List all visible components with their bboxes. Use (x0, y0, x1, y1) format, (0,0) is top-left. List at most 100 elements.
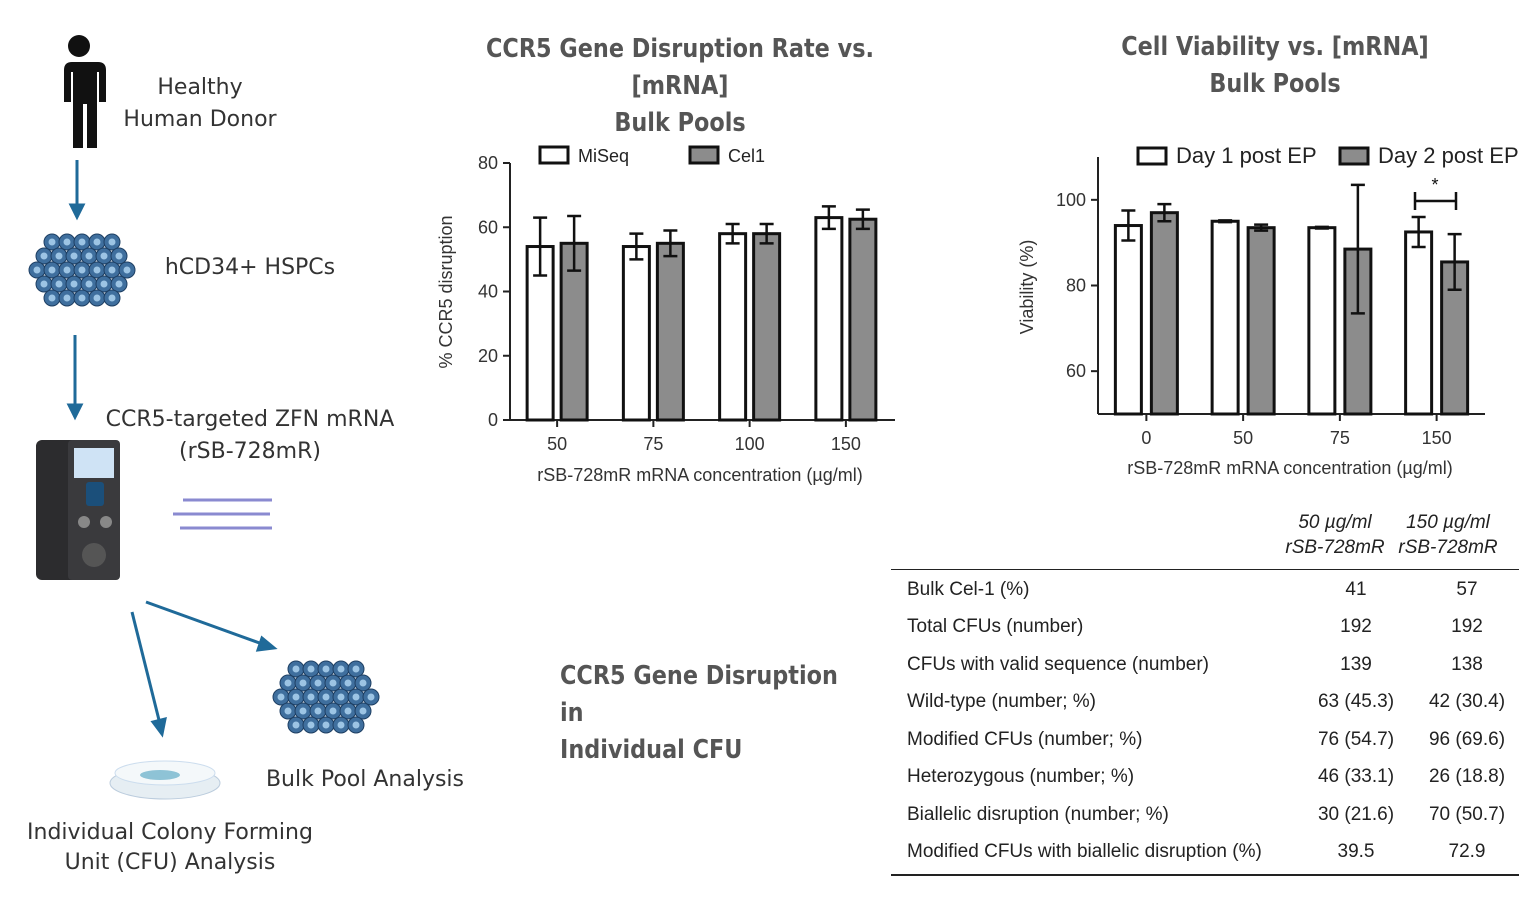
table-cell-label: CFUs with valid sequence (number) (907, 653, 1210, 675)
error-bar (629, 232, 644, 261)
cell-cluster-icon (272, 660, 380, 734)
bar (1210, 219, 1240, 416)
table-cell-label: Biallelic disruption (number; %) (907, 803, 1169, 825)
x-tick-label: 150 (831, 434, 861, 454)
x-tick-label: 75 (1330, 428, 1350, 448)
bulk-label: Bulk Pool Analysis (265, 767, 465, 792)
x-tick-label: 100 (735, 434, 765, 454)
table-row: Heterozygous (number; %) 46 (33.1) 26 (18.… (891, 759, 1519, 797)
x-tick-label: 50 (1233, 428, 1253, 448)
arrows (66, 160, 278, 738)
mrna-label: CCR5-targeted ZFN mRNA (rSB-728mR) (105, 407, 395, 464)
table-cell-a: 41 (1345, 578, 1367, 600)
legend-swatch (538, 145, 570, 165)
y-tick-label: 80 (478, 153, 498, 173)
person-icon (60, 35, 106, 148)
legend-swatch (1136, 146, 1168, 166)
chart2-ylabel: Viability (%) (1017, 240, 1037, 335)
donor-label: Healthy Human Donor (123, 75, 277, 132)
legend-label: MiSeq (578, 146, 629, 166)
petri-dish-icon (109, 760, 221, 800)
x-tick-label: 150 (1422, 428, 1452, 448)
table-cell-b: 42 (30.4) (1428, 691, 1506, 713)
y-tick-label: 0 (488, 410, 498, 430)
legend-swatch (688, 145, 720, 165)
table-cell-label: Modified CFUs (number; %) (907, 728, 1143, 750)
table-cell-a: 39.5 (1337, 841, 1375, 863)
y-tick-label: 80 (1066, 276, 1086, 296)
significance-star: * (1431, 175, 1438, 195)
table-cell-b: 138 (1451, 653, 1483, 675)
error-bar (1157, 202, 1172, 223)
table-cell-a: 139 (1340, 653, 1372, 675)
table-cell-a: 192 (1340, 616, 1372, 638)
bar (1404, 230, 1434, 416)
x-tick-label: 50 (547, 434, 567, 454)
error-bar (855, 208, 870, 231)
error-bar (533, 216, 548, 277)
table-row: CFUs with valid sequence (number) 139 138 (891, 646, 1519, 684)
bar (1246, 226, 1276, 416)
table-cell-b: 96 (69.6) (1428, 728, 1506, 750)
table-row: Wild-type (number; %) 63 (45.3) 42 (30.4) (891, 684, 1519, 722)
y-tick-label: 100 (1056, 190, 1086, 210)
table-cell-label: Wild-type (number; %) (907, 691, 1096, 713)
bar (1307, 226, 1337, 416)
error-bar (1350, 183, 1365, 315)
bar (718, 232, 748, 422)
cfu-table-title: CCR5 Gene Disruption in Individual CFU (560, 661, 838, 765)
table-header-150: 150 µg/ml rSB-728mR (1398, 512, 1498, 558)
x-tick-label: 75 (643, 434, 663, 454)
error-bar (663, 229, 678, 258)
bar (559, 241, 589, 422)
significance-bracket (1413, 192, 1458, 210)
cfu-label: Individual Colony Forming Unit (CFU) Ana… (27, 820, 313, 875)
table-cell-a: 76 (54.7) (1317, 728, 1395, 750)
electroporation-device-icon (36, 440, 120, 580)
error-bar (1121, 209, 1136, 242)
table-cell-a: 30 (21.6) (1317, 803, 1395, 825)
error-bar (821, 205, 836, 231)
error-bar (759, 222, 774, 245)
chart2-xlabel: rSB-728mR mRNA concentration (µg/ml) (1127, 458, 1452, 478)
chart1-xlabel: rSB-728mR mRNA concentration (µg/ml) (537, 465, 862, 485)
legend-swatch (1338, 146, 1370, 166)
x-tick-label: 0 (1141, 428, 1151, 448)
error-bar (1447, 232, 1462, 292)
table-header-50: 50 µg/ml rSB-728mR (1285, 512, 1385, 558)
table-cell-label: Bulk Cel-1 (%) (907, 578, 1030, 600)
bar (752, 232, 782, 422)
bar (814, 216, 844, 422)
bar (621, 245, 651, 422)
y-tick-label: 40 (478, 282, 498, 302)
chart2-title: Cell Viability vs. [mRNA] Bulk Pools (1121, 32, 1429, 99)
cells-label: hCD34+ HSPCs (164, 255, 336, 280)
table-cell-b: 192 (1451, 616, 1483, 638)
table-row: Modified CFUs with biallelic disruption … (891, 834, 1519, 872)
table-row: Modified CFUs (number; %) 76 (54.7) 96 (69… (891, 721, 1519, 759)
table-cell-b: 57 (1456, 578, 1478, 600)
y-tick-label: 20 (478, 346, 498, 366)
error-bar (725, 222, 740, 245)
table-cell-label: Total CFUs (number) (907, 616, 1084, 638)
error-bar (1218, 219, 1233, 224)
legend-label: Cel1 (728, 146, 765, 166)
bar (1149, 211, 1179, 416)
y-tick-label: 60 (478, 217, 498, 237)
workflow-diagram (28, 35, 380, 800)
y-tick-label: 60 (1066, 361, 1086, 381)
charts: rSB-728mR mRNA concentration (µg/ml) % C… (436, 143, 1519, 485)
table-row: Total CFUs (number) 192 192 (891, 609, 1519, 647)
bar (848, 217, 878, 422)
bar (655, 241, 685, 422)
chart1-title: CCR5 Gene Disruption Rate vs. [mRNA] Bul… (486, 34, 874, 138)
table-cell-b: 26 (18.8) (1428, 766, 1506, 788)
table-row: Biallelic disruption (number; %) 30 (21.6… (891, 796, 1519, 834)
cfu-table: Bulk Cel-1 (%) 41 57 Total CFUs (number) 192… (891, 569, 1519, 876)
error-bar (1254, 223, 1269, 232)
table-cell-b: 72.9 (1448, 841, 1486, 863)
error-bar (1411, 215, 1426, 249)
bar (1113, 224, 1143, 416)
chart1-ylabel: % CCR5 disruption (436, 215, 456, 368)
